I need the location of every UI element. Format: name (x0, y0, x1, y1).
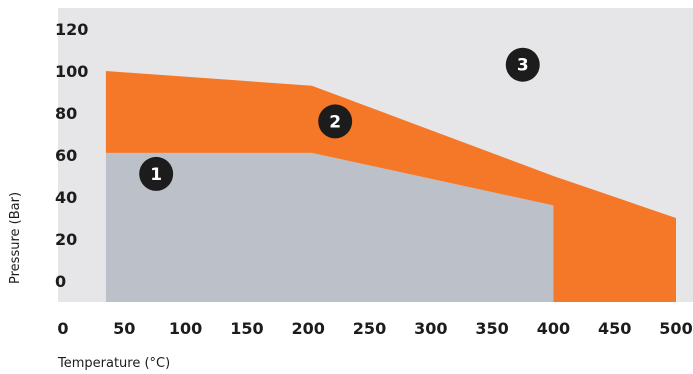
y-tick-label: 120 (55, 20, 88, 39)
region-marker-3: 3 (505, 47, 540, 82)
x-axis-label: Temperature (°C) (57, 356, 170, 371)
marker-circle (505, 47, 540, 82)
marker-circle (318, 104, 353, 139)
y-tick-label: 80 (55, 104, 77, 123)
x-tick-label: 150 (230, 319, 263, 338)
x-tick-label: 400 (537, 319, 570, 338)
x-tick-label: 100 (169, 319, 202, 338)
x-tick-label: 300 (414, 319, 447, 338)
region-marker-1: 1 (139, 156, 174, 191)
marker-label: 2 (329, 112, 341, 132)
marker-circle (139, 156, 174, 191)
marker-label: 3 (517, 56, 529, 76)
y-tick-label: 40 (55, 188, 77, 207)
region-marker-2: 2 (318, 104, 353, 139)
y-tick-labels: 0 20 40 60 80 100 120 (55, 20, 88, 291)
y-tick-label: 100 (55, 62, 88, 81)
x-tick-label: 450 (598, 319, 631, 338)
y-axis-label: Pressure (Bar) (8, 192, 23, 284)
regions-layer (105, 71, 676, 302)
x-tick-label: 200 (291, 319, 324, 338)
x-tick-label: 0 (57, 319, 68, 338)
y-tick-label: 0 (55, 272, 66, 291)
marker-label: 1 (150, 165, 162, 185)
y-tick-label: 60 (55, 146, 77, 165)
x-tick-label: 50 (113, 319, 135, 338)
x-tick-label: 250 (353, 319, 386, 338)
markers-layer: 1 2 3 (139, 47, 540, 191)
x-tick-labels: 0 50 100 150 200 250 300 350 400 450 500 (57, 319, 692, 338)
x-tick-label: 500 (659, 319, 692, 338)
x-tick-label: 350 (475, 319, 508, 338)
y-tick-label: 20 (55, 230, 77, 249)
region-2 (105, 71, 676, 302)
region-1 (105, 152, 554, 302)
